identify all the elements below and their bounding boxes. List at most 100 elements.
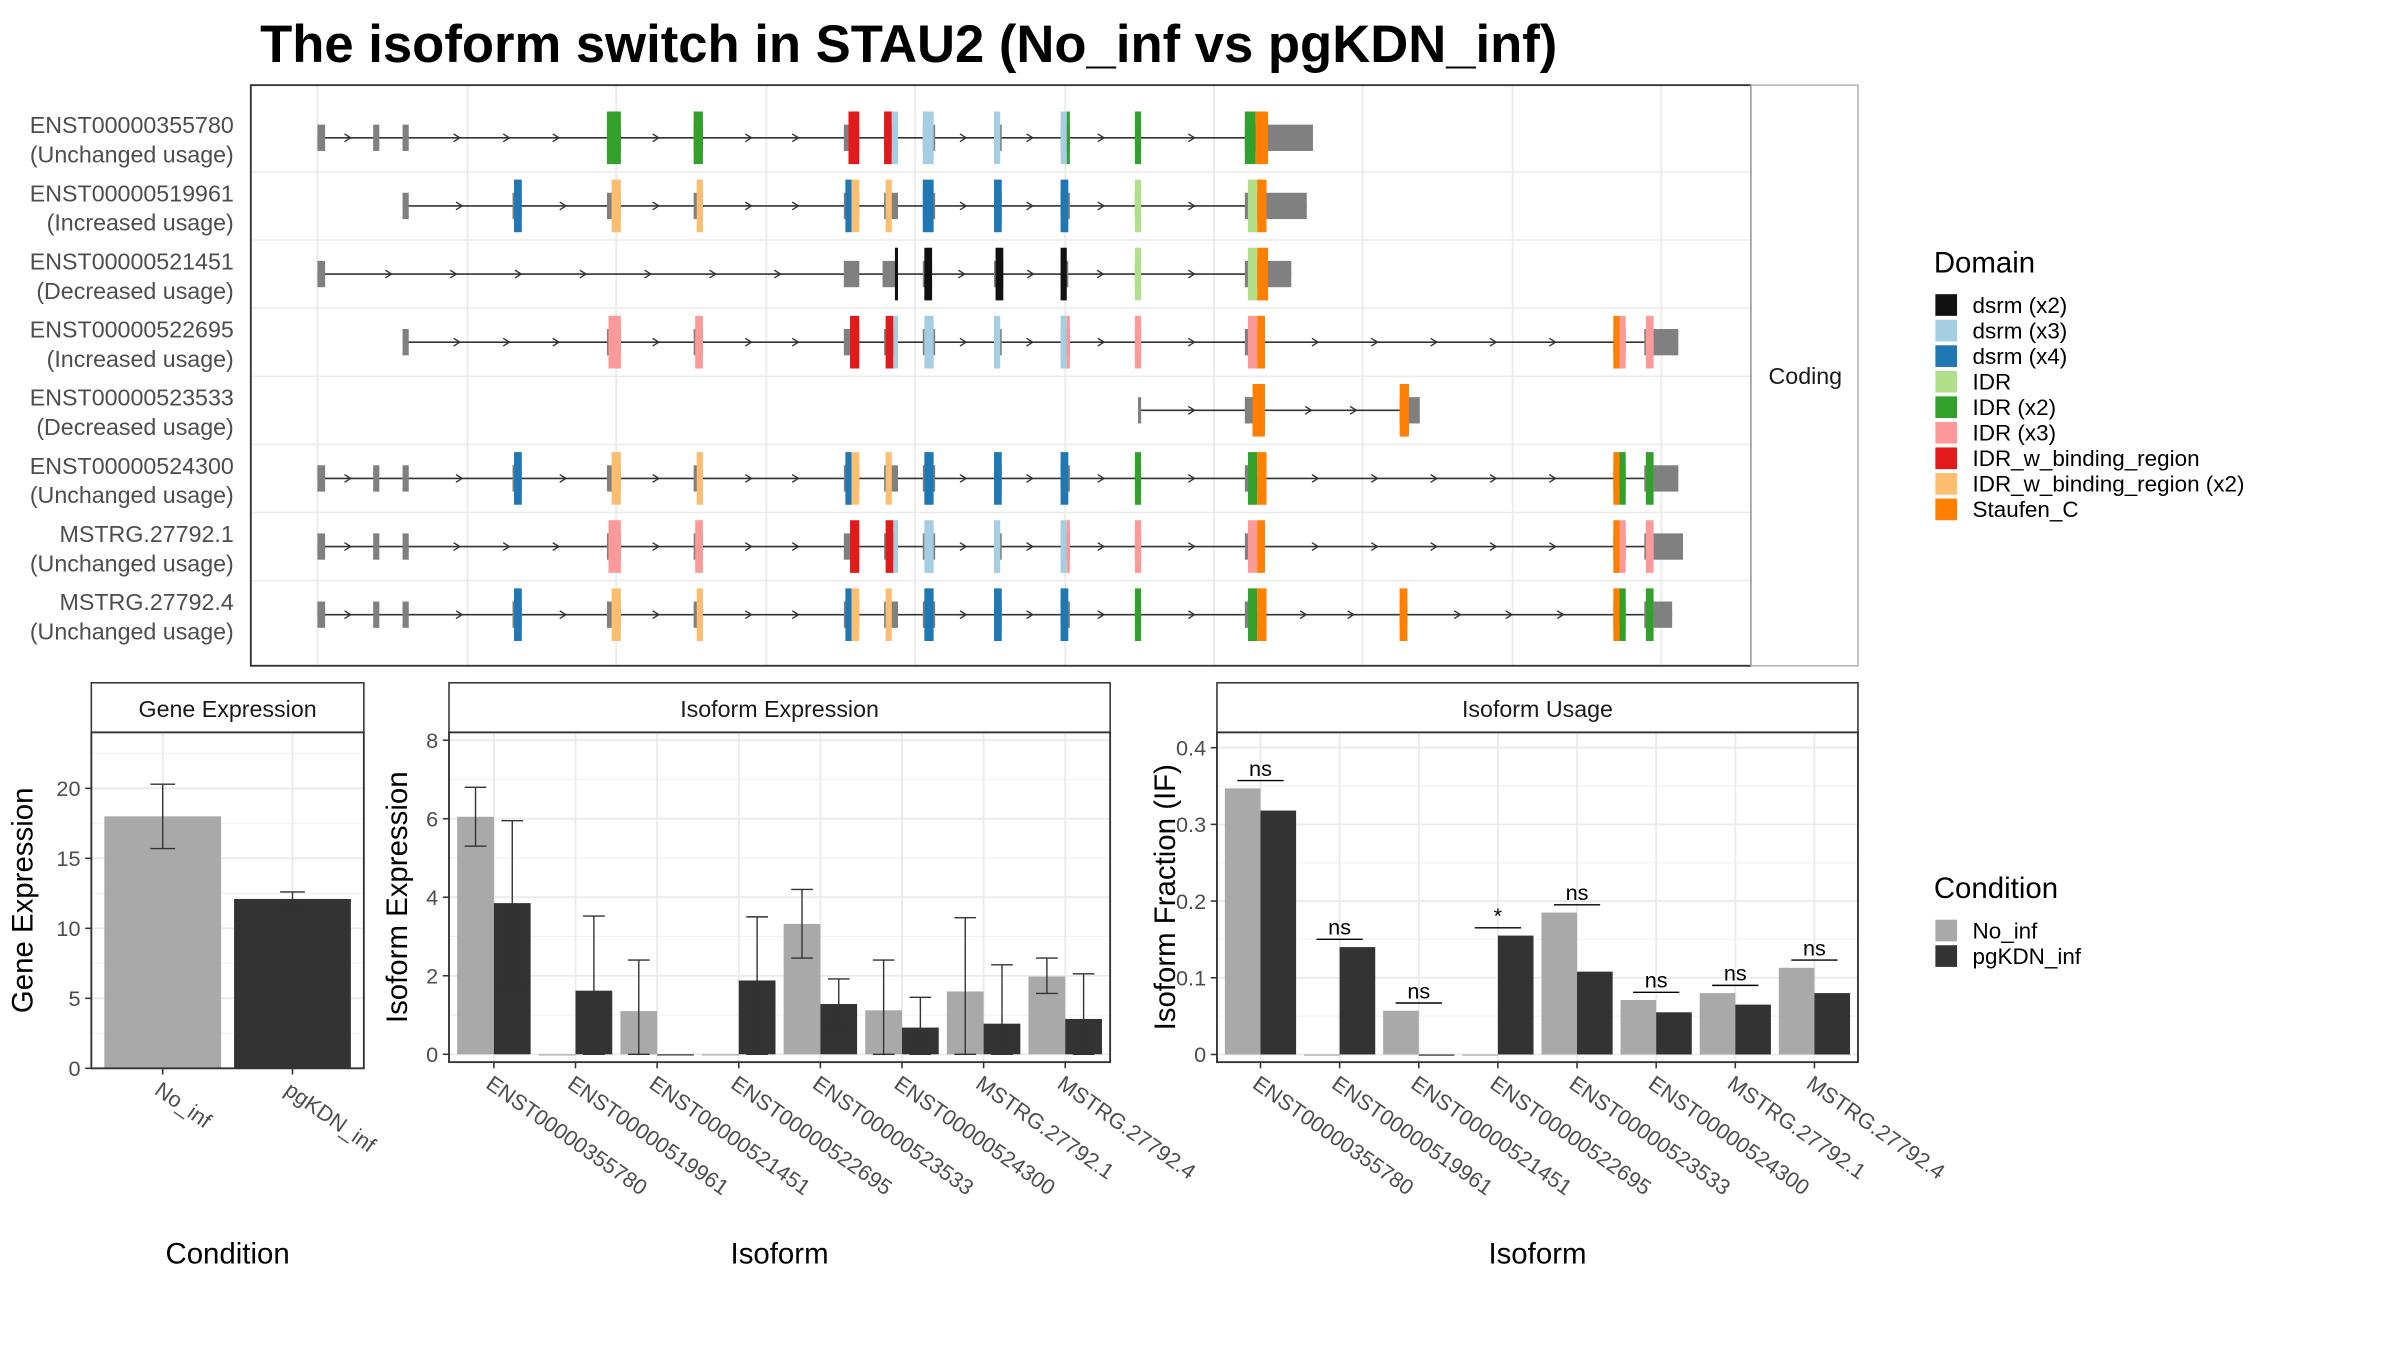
y-tick-label: 0.2 [1176, 889, 1206, 914]
domain-block [696, 179, 703, 233]
domain-block [1257, 452, 1267, 505]
exon-block [402, 465, 409, 492]
domain-block [514, 179, 522, 233]
intron-arrow [1299, 610, 1308, 620]
domain-block [994, 315, 1001, 369]
domain-block [696, 452, 703, 505]
intron-arrow [1097, 201, 1106, 211]
intron-arrow [791, 337, 800, 347]
intron-arrow [652, 337, 661, 347]
domain-block [1613, 452, 1620, 505]
significance-label: ns [1645, 968, 1668, 993]
intron-arrow [959, 133, 968, 143]
intron-arrow [791, 610, 800, 620]
domain-block [1066, 111, 1070, 165]
intron-arrow [552, 337, 561, 347]
bar-no_inf [538, 1054, 576, 1056]
intron-arrow [1489, 542, 1498, 552]
gene-expression-panel: Gene Expression 0 5 10 15 20 No_inf pgKDN_inf Co… [7, 682, 381, 1270]
intron-arrow [1187, 201, 1196, 211]
domain-block [1257, 588, 1267, 641]
legend-key-pgkdn_inf [1935, 945, 1958, 967]
exon-block [402, 601, 409, 628]
exon-block [402, 192, 409, 220]
isoform-id-label: ENST00000355780 [30, 112, 234, 138]
domain-legend-title: Domain [1934, 247, 2035, 280]
intron-arrow [559, 473, 568, 483]
significance-label: ns [1803, 935, 1826, 960]
isoform-id-label: MSTRG.27792.1 [60, 521, 234, 547]
intron-arrow [1097, 542, 1106, 552]
exon-block [1653, 601, 1673, 628]
domain-block [1619, 520, 1626, 573]
intron-arrow [1304, 405, 1313, 415]
bar-pgkdn_inf [234, 898, 351, 1069]
intron-arrow [1187, 269, 1196, 279]
domain-block [994, 452, 1002, 505]
bar-pgkdn_inf [1418, 1054, 1455, 1056]
isoform-expression-panel: Isoform Expression02468ENST00000355780EN… [381, 682, 1201, 1270]
intron-arrow [1453, 610, 1462, 620]
domain-block [994, 111, 1001, 165]
domain-block [608, 315, 621, 369]
domain-block [924, 520, 934, 573]
intron-arrow [453, 542, 462, 552]
y-tick-label: 0.1 [1176, 966, 1206, 991]
panel-strip-title: Gene Expression [139, 696, 317, 722]
domain-block [611, 179, 621, 233]
y-tick-label: 0.3 [1176, 812, 1206, 837]
exon-block [843, 260, 860, 288]
significance-label: ns [1249, 756, 1272, 781]
intron-arrow [959, 337, 968, 347]
bar-pgkdn_inf [1339, 947, 1376, 1055]
legend-key-staufen-c [1935, 498, 1958, 521]
intron-arrow [502, 337, 511, 347]
x-tick-label: MSTRG.27792.4 [1802, 1071, 1949, 1185]
domain-block [994, 520, 1001, 573]
panel-strip [90, 682, 365, 734]
exon-block [402, 329, 409, 356]
intron-arrow [1370, 542, 1379, 552]
legend-label: No_inf [1973, 918, 2039, 943]
y-tick-label: 10 [56, 916, 80, 941]
intron-arrow [644, 269, 653, 279]
exon-block [1408, 397, 1420, 424]
exon-block [1653, 465, 1679, 492]
y-tick-label: 6 [426, 806, 438, 831]
domain-block [894, 247, 899, 301]
domain-block [924, 452, 934, 505]
intron-arrow [1430, 337, 1439, 347]
domain-block [611, 588, 621, 641]
domain-block [848, 111, 860, 165]
y-axis-title: Isoform Expression [381, 771, 414, 1023]
domain-block [924, 315, 934, 369]
intron-arrow [1026, 201, 1035, 211]
isoform-id-label: ENST00000524300 [30, 453, 234, 479]
intron-arrow [709, 269, 718, 279]
y-tick-label: 20 [56, 776, 80, 801]
significance-label: * [1494, 903, 1503, 928]
x-axis-title: Condition [165, 1237, 289, 1270]
intron-arrow [1187, 610, 1196, 620]
exon-block [373, 601, 380, 628]
domain-block [1399, 383, 1409, 437]
domain-block [1060, 315, 1067, 369]
domain-block [850, 315, 860, 369]
domain-block [1619, 588, 1626, 641]
y-tick-label: 2 [426, 964, 438, 989]
y-tick-label: 0 [1194, 1042, 1206, 1067]
intron-arrow [1489, 473, 1498, 483]
domain-block [884, 111, 892, 165]
x-tick-label: pgKDN_inf [280, 1077, 381, 1158]
bar-pgkdn_inf [1735, 1004, 1771, 1055]
domain-block [1134, 111, 1142, 165]
intron-arrow [744, 473, 753, 483]
domain-block [885, 315, 894, 369]
bar-no_inf [1462, 1054, 1498, 1056]
intron-arrow [1187, 473, 1196, 483]
bar-no_inf [1620, 1000, 1657, 1055]
intron-arrow [502, 133, 511, 143]
intron-arrow [1311, 337, 1320, 347]
